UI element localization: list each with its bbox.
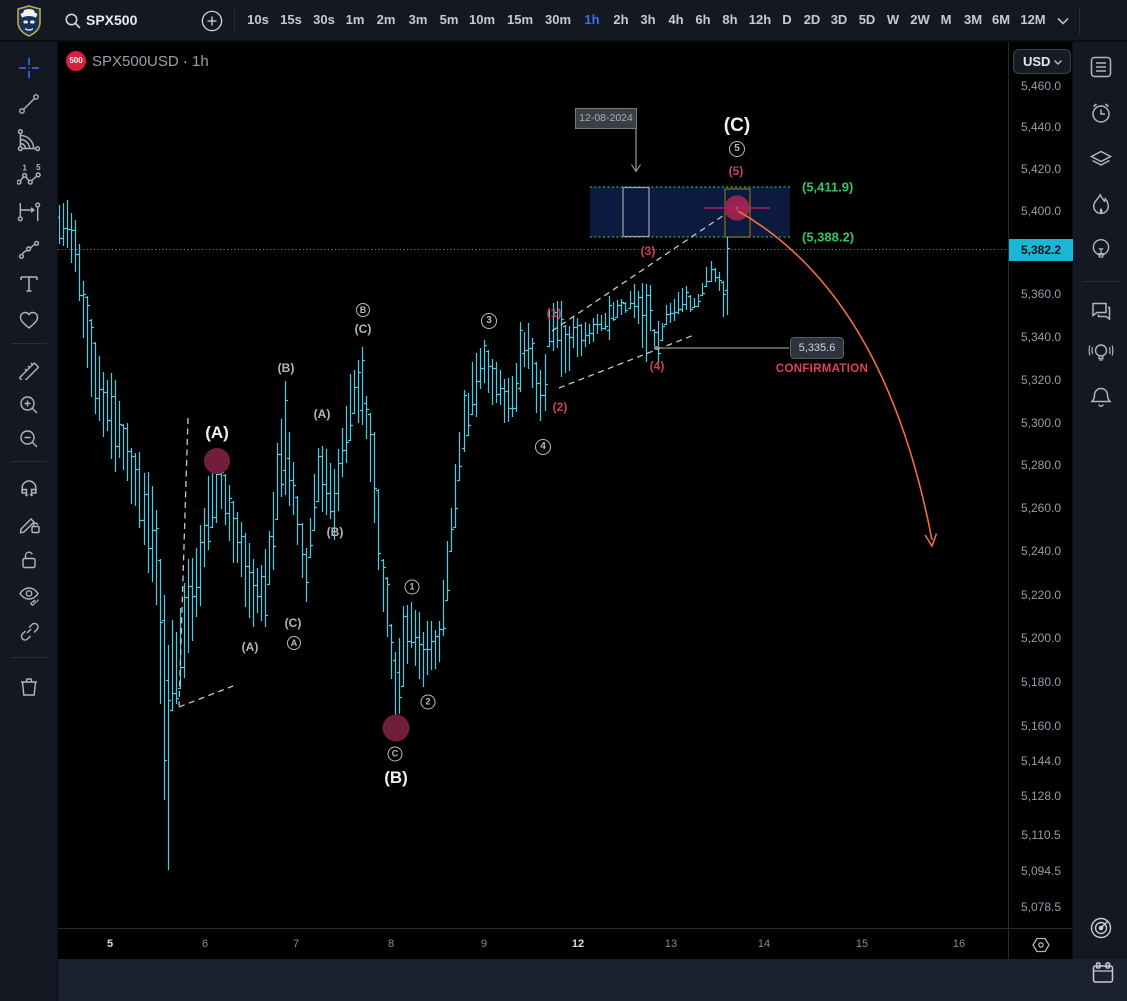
svg-text:5: 5 bbox=[36, 164, 41, 172]
svg-text:1: 1 bbox=[22, 164, 27, 173]
